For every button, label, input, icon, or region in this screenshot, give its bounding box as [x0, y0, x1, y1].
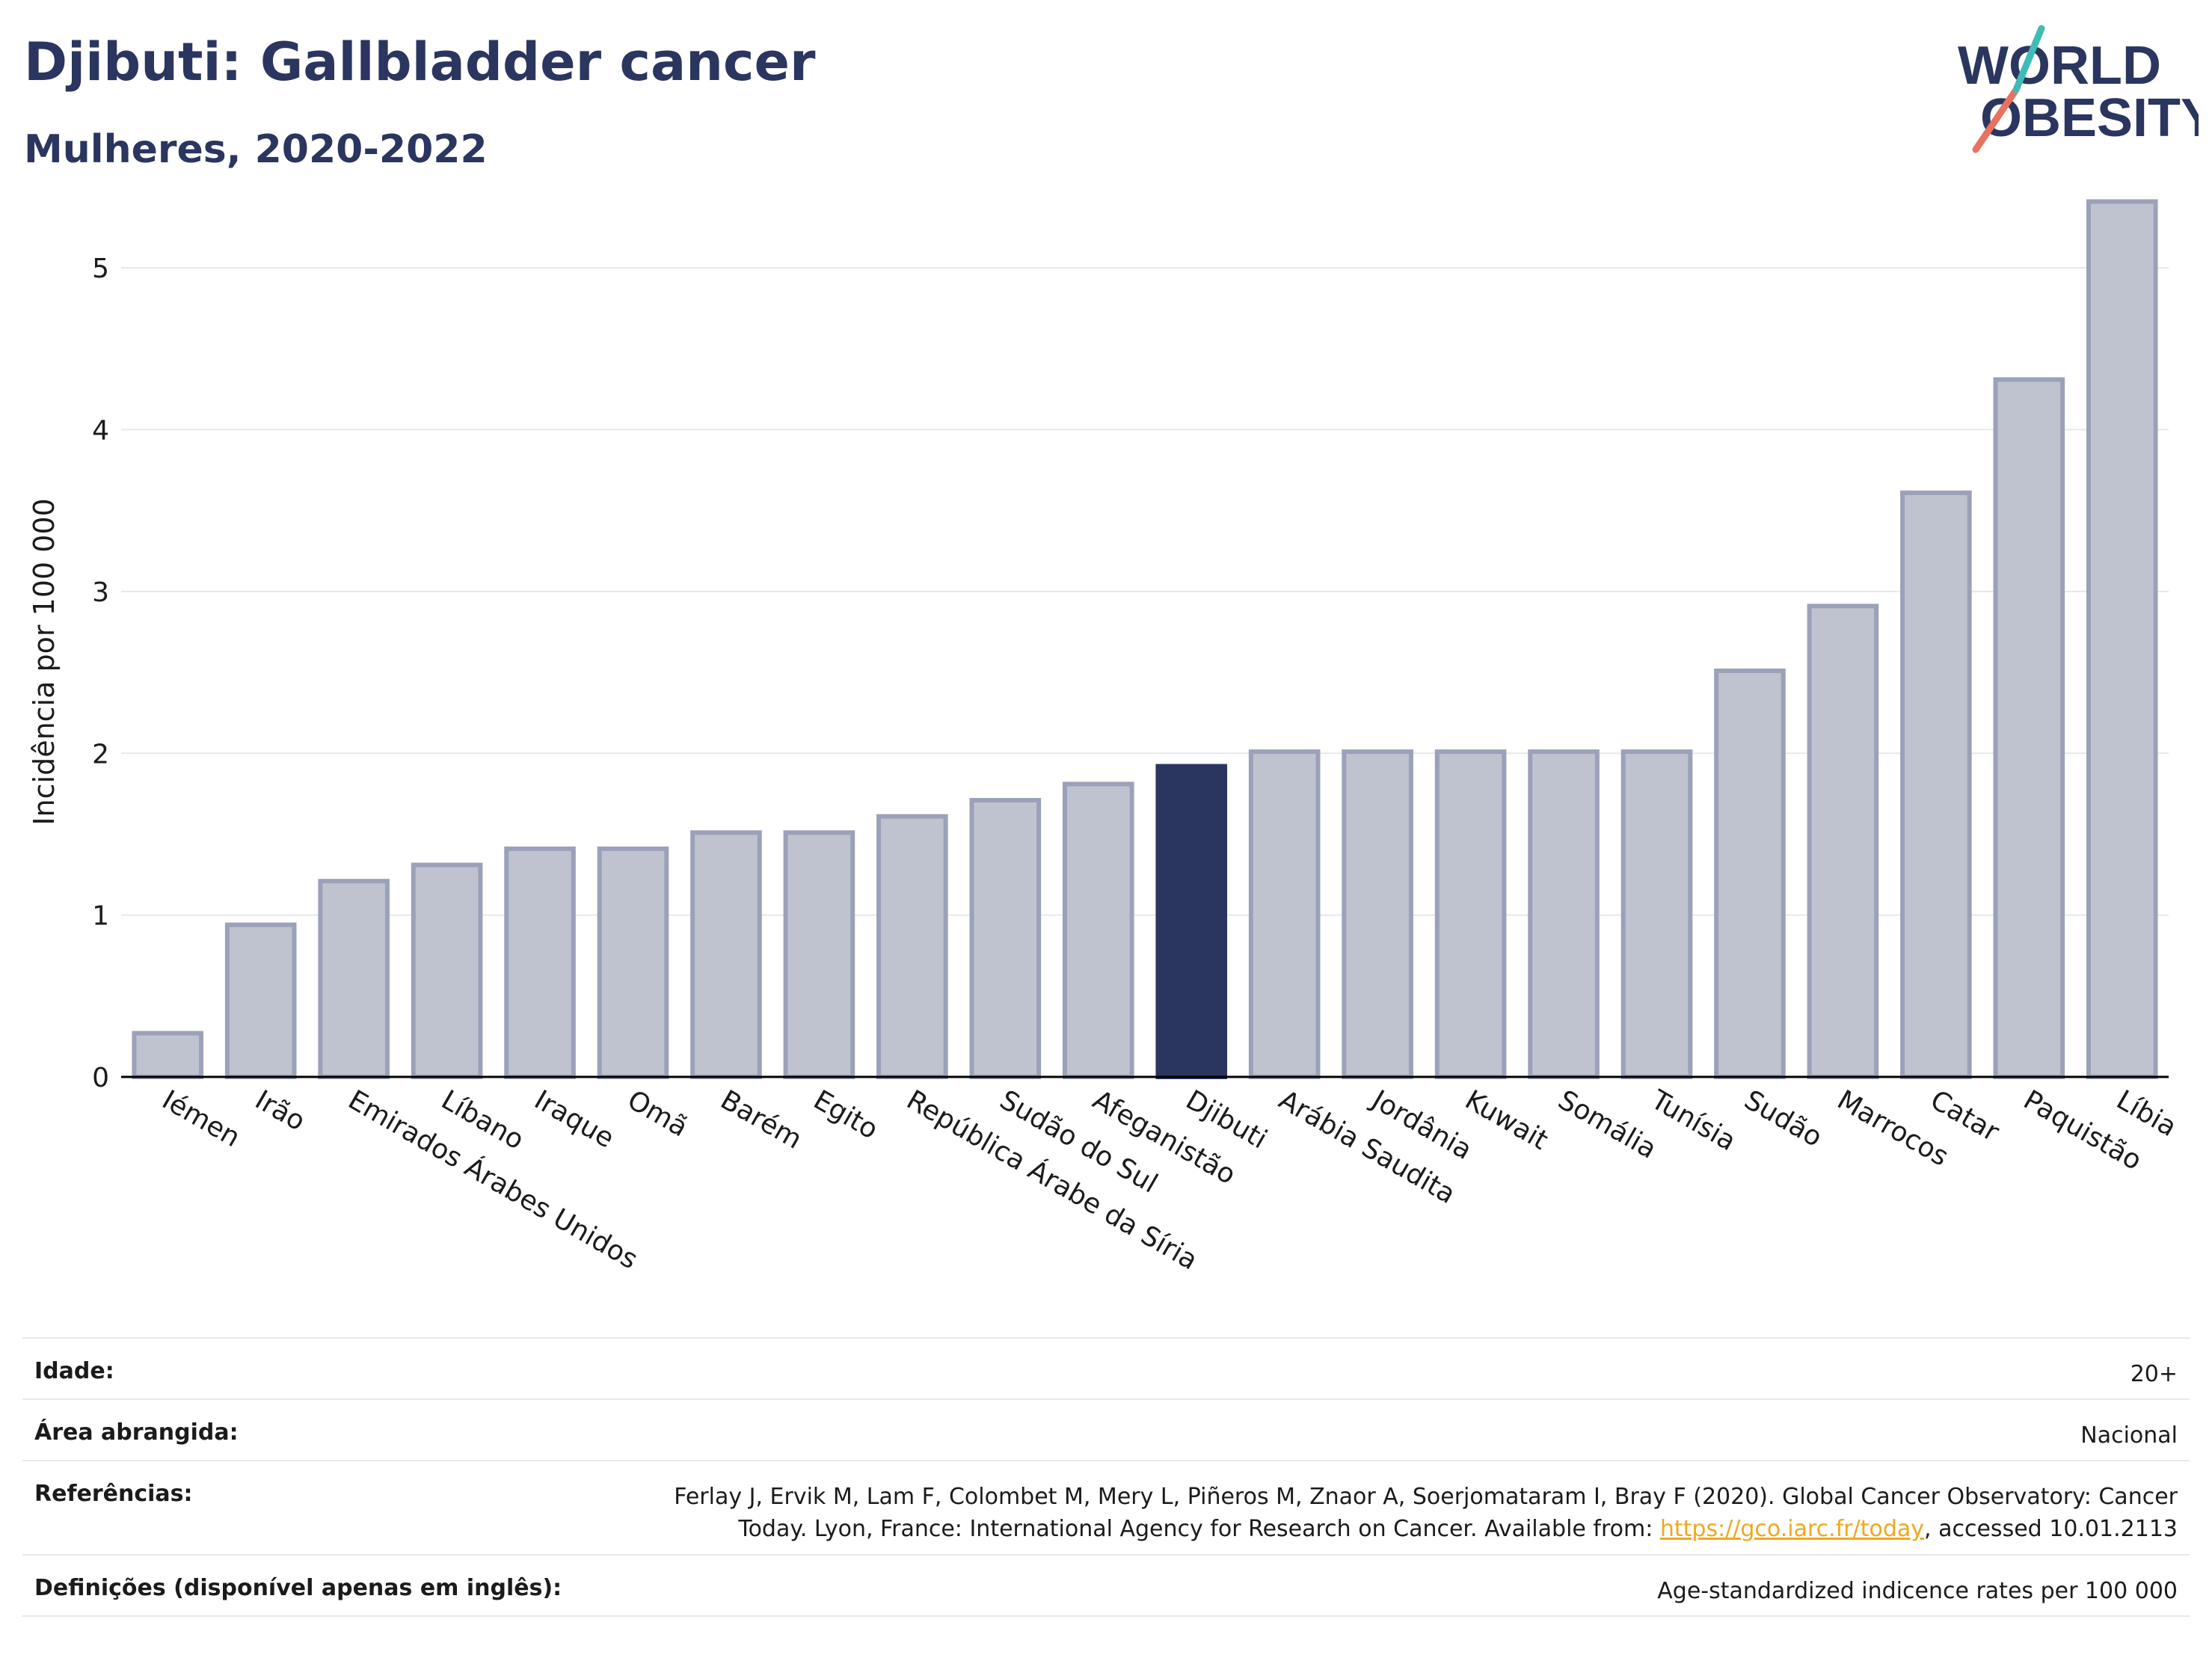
bar	[2086, 199, 2158, 1079]
info-row-age: Idade: 20+	[22, 1337, 2190, 1398]
bar-highlight	[1155, 764, 1228, 1079]
x-tick-label: Iraque	[529, 1084, 619, 1154]
info-value: Nacional	[2080, 1422, 2178, 1449]
bar	[1900, 490, 1972, 1079]
bar	[132, 1031, 204, 1079]
logo-slash-icon-top	[2012, 25, 2045, 93]
bar-chart: 0 1 2 3 4 5 Iémen Irão Emirados Árabes UnidosLí…	[28, 199, 2182, 1276]
info-value: Age-standardized indicence rates per 100…	[1657, 1578, 2178, 1604]
bar	[1062, 782, 1134, 1080]
x-tick-label: Omã	[622, 1084, 693, 1143]
info-value: 20+	[2130, 1361, 2178, 1387]
bar	[969, 798, 1042, 1079]
y-tick-label: 2	[92, 739, 109, 770]
x-tick-label: Somália	[1553, 1084, 1662, 1165]
y-tick-label: 0	[92, 1063, 109, 1093]
bar	[1248, 749, 1321, 1079]
bar	[1434, 749, 1507, 1079]
reference-text: Ferlay J, Ervik M, Lam F, Colombet M, Me…	[674, 1484, 2178, 1542]
logo-word-obesity: OBESITY	[1980, 88, 2199, 148]
x-tick-label: Iémen	[157, 1084, 245, 1153]
logo-slash-icon	[1972, 86, 2020, 153]
bar	[224, 922, 297, 1079]
x-tick-label: Irão	[250, 1084, 310, 1137]
page-subtitle: Mulheres, 2020-2022	[24, 127, 488, 172]
reference-accessed: , accessed 10.01.2113	[1924, 1516, 2178, 1542]
info-label: Definições (disponível apenas em inglês)…	[34, 1575, 562, 1601]
bar	[504, 846, 576, 1079]
y-tick-label: 1	[92, 901, 109, 932]
bar	[1807, 604, 1879, 1079]
x-tick-label: Barém	[715, 1084, 807, 1155]
bar	[783, 830, 855, 1079]
bar	[1528, 749, 1600, 1079]
logo-word-world: WORLD	[1958, 36, 2161, 96]
bar	[411, 862, 483, 1079]
bar	[597, 846, 669, 1079]
x-tick-label: Egito	[808, 1084, 883, 1145]
info-row-references: Referências: Ferlay J, Ervik M, Lam F, C…	[22, 1460, 2190, 1554]
info-label: Referências:	[34, 1481, 193, 1507]
y-tick-labels: 0 1 2 3 4 5	[92, 254, 109, 1093]
info-label: Área abrangida:	[34, 1419, 239, 1446]
y-tick-label: 4	[92, 416, 109, 446]
bar	[318, 879, 390, 1079]
bar	[1714, 668, 1786, 1079]
x-tick-label: Líbia	[2111, 1084, 2181, 1143]
x-tick-label: Kuwait	[1460, 1084, 1553, 1156]
bar	[876, 814, 948, 1079]
x-tick-label: Tunísia	[1645, 1084, 1741, 1157]
info-row-area: Área abrangida: Nacional	[22, 1398, 2190, 1460]
info-value: Ferlay J, Ervik M, Lam F, Colombet M, Me…	[622, 1481, 2178, 1545]
y-tick-label: 5	[92, 254, 109, 284]
bar	[1342, 749, 1413, 1079]
bars	[132, 199, 2158, 1080]
reference-link[interactable]: https://gco.iarc.fr/today	[1659, 1516, 1925, 1542]
info-label: Idade:	[34, 1358, 114, 1384]
world-obesity-logo: WORLD OBESITY	[1958, 25, 2199, 153]
x-tick-label: Sudão	[1739, 1084, 1827, 1153]
bar	[1620, 749, 1693, 1079]
bar	[690, 830, 762, 1079]
bar	[1993, 377, 2065, 1079]
info-table: Idade: 20+ Área abrangida: Nacional Refe…	[22, 1337, 2190, 1617]
y-tick-label: 3	[92, 577, 109, 608]
info-row-definitions: Definições (disponível apenas em inglês)…	[22, 1554, 2190, 1617]
page-title: Djibuti: Gallbladder cancer	[24, 31, 816, 93]
y-axis-label: Incidência por 100 000	[28, 498, 61, 825]
